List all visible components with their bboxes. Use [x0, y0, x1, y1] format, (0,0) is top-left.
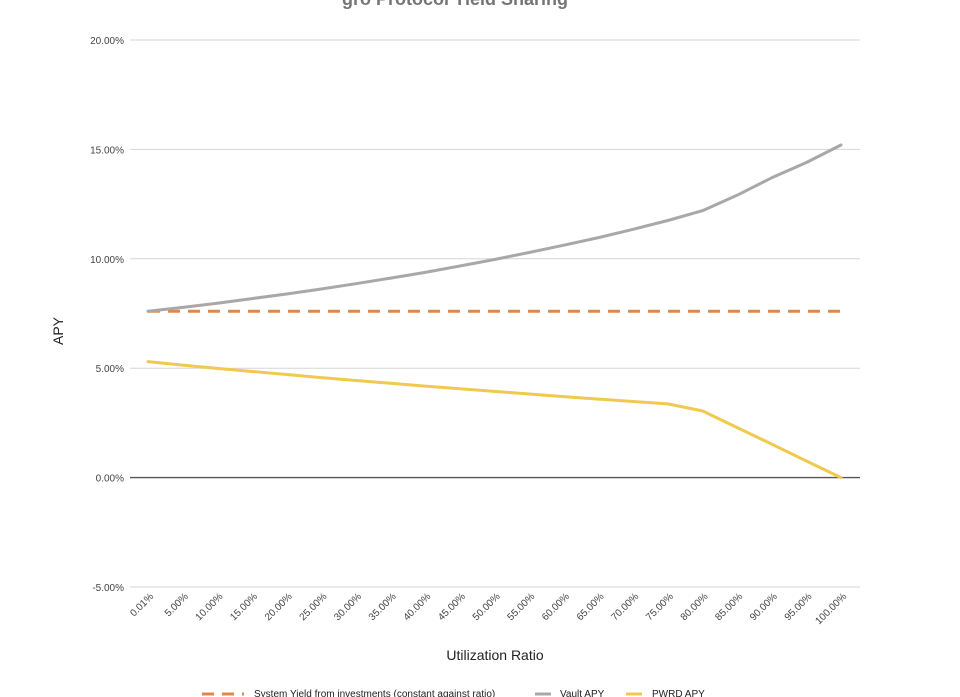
- series-line-2: [146, 360, 843, 480]
- y-axis-ticks: -5.00% 0.00% 5.00% 10.00% 15.00% 20.00%: [90, 36, 124, 594]
- x-tick-label: 65.00%: [575, 591, 607, 623]
- x-tick-label: 20.00%: [263, 591, 295, 623]
- x-axis-title: Utilization Ratio: [446, 647, 543, 663]
- x-tick-label: 70.00%: [609, 591, 641, 623]
- x-tick-label: 100.00%: [813, 591, 849, 627]
- y-axis-title: APY: [50, 316, 66, 345]
- y-tick-label: 20.00%: [90, 36, 124, 47]
- legend-label: Vault APY: [560, 689, 605, 697]
- x-tick-label: 75.00%: [644, 591, 676, 623]
- series-line-1: [146, 143, 843, 313]
- x-tick-label: 60.00%: [540, 591, 572, 623]
- x-tick-label: 35.00%: [367, 591, 399, 623]
- x-tick-label: 90.00%: [748, 591, 780, 623]
- y-tick-label: 5.00%: [96, 364, 124, 375]
- y-tick-label: 10.00%: [90, 255, 124, 266]
- x-tick-label: 30.00%: [332, 591, 364, 623]
- x-tick-label: 85.00%: [713, 591, 745, 623]
- chart-title: gro Protocol Yield Sharing: [342, 0, 568, 9]
- x-tick-label: 40.00%: [402, 591, 434, 623]
- x-tick-label: 80.00%: [679, 591, 711, 623]
- y-tick-label: 15.00%: [90, 145, 124, 156]
- series-group: [146, 143, 843, 480]
- x-tick-label: 0.01%: [128, 591, 156, 619]
- x-tick-label: 5.00%: [163, 591, 191, 619]
- legend-label: PWRD APY: [652, 689, 705, 697]
- legend: System Yield from investments (constant …: [202, 689, 705, 697]
- x-tick-label: 50.00%: [471, 591, 503, 623]
- x-tick-label: 15.00%: [228, 591, 260, 623]
- x-tick-label: 95.00%: [783, 591, 815, 623]
- x-tick-label: 45.00%: [436, 591, 468, 623]
- y-tick-label: -5.00%: [92, 583, 124, 594]
- legend-label: System Yield from investments (constant …: [254, 689, 495, 697]
- x-tick-label: 55.00%: [506, 591, 538, 623]
- y-tick-label: 0.00%: [96, 474, 124, 485]
- x-tick-label: 10.00%: [194, 591, 226, 623]
- x-tick-label: 25.00%: [298, 591, 330, 623]
- gridlines: [130, 39, 860, 588]
- x-axis-ticks: 0.01% 5.00% 10.00% 15.00% 20.00% 25.00% 30.00%…: [128, 591, 849, 627]
